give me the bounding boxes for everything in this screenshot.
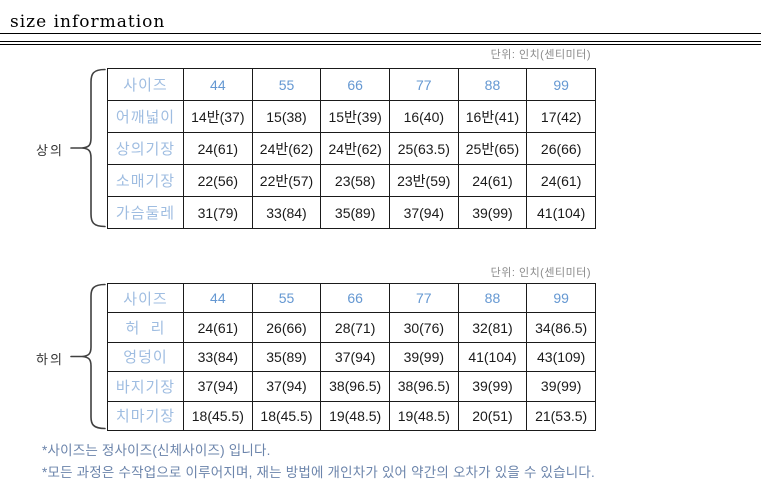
size-column-header: 88	[457, 68, 528, 101]
measurement-row: 상의기장 24(61) 24반(62) 24반(62) 25(63.5) 25반(65) 2…	[107, 132, 596, 165]
size-column-header: 99	[526, 282, 596, 314]
measurement-value: 25(63.5)	[388, 132, 459, 165]
size-column-header: 44	[183, 68, 253, 101]
measurement-value: 16(40)	[388, 100, 459, 133]
size-header-label: 사이즈	[107, 68, 184, 101]
group-label-tops: 상의	[36, 143, 64, 158]
note-line-2: *모든 과정은 수작업으로 이루어지며, 재는 방법에 개인차가 있어 약간의 …	[42, 465, 595, 480]
measurement-value: 23(58)	[320, 164, 390, 197]
measurement-value: 15반(39)	[320, 100, 390, 133]
size-header-row: 사이즈 44 55 66 77 88 99	[107, 68, 596, 101]
measurement-value: 32(81)	[457, 312, 528, 343]
measurement-value: 25반(65)	[457, 132, 528, 165]
measurement-label: 치마기장	[107, 400, 184, 431]
measurement-row: 어깨넓이 14반(37) 15(38) 15반(39) 16(40) 16반(41) 17(…	[107, 100, 596, 133]
measurement-value: 43(109)	[526, 341, 596, 373]
measurement-value: 21(53.5)	[526, 400, 596, 431]
title-underline-divider	[0, 33, 761, 34]
measurement-label: 바지기장	[107, 371, 184, 402]
measurement-value: 18(45.5)	[251, 400, 322, 431]
measurement-value: 31(79)	[183, 196, 253, 229]
measurement-value: 16반(41)	[457, 100, 528, 133]
measurement-value: 33(84)	[251, 196, 322, 229]
curly-brace-top-icon	[70, 68, 106, 228]
measurement-label: 어깨넓이	[107, 100, 184, 133]
page-title: size information	[10, 12, 166, 32]
measurement-value: 24(61)	[183, 132, 253, 165]
measurement-value: 39(99)	[457, 371, 528, 402]
measurement-value: 30(76)	[388, 312, 459, 343]
measurement-value: 41(104)	[526, 196, 596, 229]
measurement-value: 19(48.5)	[320, 400, 390, 431]
measurement-value: 24(61)	[526, 164, 596, 197]
unit-label-top: 단위: 인치(센티미터)	[490, 49, 591, 61]
measurement-value: 17(42)	[526, 100, 596, 133]
measurement-row: 엉덩이 33(84) 35(89) 37(94) 39(99) 41(104) 43(109…	[107, 341, 596, 373]
notes-block: *사이즈는 정사이즈(신체사이즈) 입니다. *모든 과정은 수작업으로 이루어…	[42, 440, 595, 484]
measurement-value: 37(94)	[320, 341, 390, 373]
measurement-value: 19(48.5)	[388, 400, 459, 431]
measurement-value: 26(66)	[251, 312, 322, 343]
size-header-label: 사이즈	[107, 282, 184, 314]
measurement-row: 치마기장 18(45.5) 18(45.5) 19(48.5) 19(48.5) 20(5…	[107, 400, 596, 431]
measurement-value: 37(94)	[183, 371, 253, 402]
measurement-value: 37(94)	[388, 196, 459, 229]
measurement-label: 엉덩이	[107, 341, 184, 373]
size-column-header: 77	[388, 282, 459, 314]
measurement-value: 35(89)	[251, 341, 322, 373]
measurement-value: 35(89)	[320, 196, 390, 229]
measurement-value: 41(104)	[457, 341, 528, 373]
unit-label-bottom: 단위: 인치(센티미터)	[490, 267, 591, 279]
measurement-label: 허 리	[107, 312, 184, 343]
size-column-header: 55	[251, 282, 322, 314]
measurement-value: 39(99)	[388, 341, 459, 373]
size-column-header: 55	[251, 68, 322, 101]
size-column-header: 77	[388, 68, 459, 101]
measurement-value: 26(66)	[526, 132, 596, 165]
size-table-bottom: 사이즈 44 55 66 77 88 99 허 리 24(61) 26(66) 28(71) 30(7…	[107, 282, 596, 431]
measurement-value: 24(61)	[457, 164, 528, 197]
measurement-value: 14반(37)	[183, 100, 253, 133]
size-column-header: 44	[183, 282, 253, 314]
measurement-value: 22반(57)	[251, 164, 322, 197]
size-column-header: 99	[526, 68, 596, 101]
measurement-row: 소매기장 22(56) 22반(57) 23(58) 23반(59) 24(61) 24(6…	[107, 164, 596, 197]
measurement-value: 34(86.5)	[526, 312, 596, 343]
measurement-value: 37(94)	[251, 371, 322, 402]
measurement-value: 33(84)	[183, 341, 253, 373]
measurement-value: 22(56)	[183, 164, 253, 197]
note-line-1: *사이즈는 정사이즈(신체사이즈) 입니다.	[42, 443, 271, 458]
curly-brace-bottom-icon	[70, 283, 106, 430]
size-column-header: 66	[320, 282, 390, 314]
measurement-value: 24(61)	[183, 312, 253, 343]
group-label-bottoms: 하의	[36, 352, 64, 367]
size-table-top: 사이즈 44 55 66 77 88 99 어깨넓이 14반(37) 15(38) 15반(39) 1…	[107, 68, 596, 229]
measurement-value: 39(99)	[457, 196, 528, 229]
measurement-value: 39(99)	[526, 371, 596, 402]
measurement-value: 15(38)	[251, 100, 322, 133]
measurement-value: 23반(59)	[388, 164, 459, 197]
size-column-header: 88	[457, 282, 528, 314]
measurement-value: 24반(62)	[320, 132, 390, 165]
measurement-value: 38(96.5)	[388, 371, 459, 402]
measurement-value: 24반(62)	[251, 132, 322, 165]
measurement-row: 허 리 24(61) 26(66) 28(71) 30(76) 32(81) 34(86.5…	[107, 312, 596, 343]
measurement-label: 가슴둘레	[107, 196, 184, 229]
measurement-value: 38(96.5)	[320, 371, 390, 402]
size-column-header: 66	[320, 68, 390, 101]
measurement-value: 20(51)	[457, 400, 528, 431]
measurement-value: 18(45.5)	[183, 400, 253, 431]
measurement-row: 바지기장 37(94) 37(94) 38(96.5) 38(96.5) 39(99) 39…	[107, 371, 596, 402]
size-header-row: 사이즈 44 55 66 77 88 99	[107, 282, 596, 314]
double-line-divider	[0, 41, 761, 45]
measurement-label: 소매기장	[107, 164, 184, 197]
measurement-value: 28(71)	[320, 312, 390, 343]
measurement-row: 가슴둘레 31(79) 33(84) 35(89) 37(94) 39(99) 41(104…	[107, 196, 596, 229]
measurement-label: 상의기장	[107, 132, 184, 165]
